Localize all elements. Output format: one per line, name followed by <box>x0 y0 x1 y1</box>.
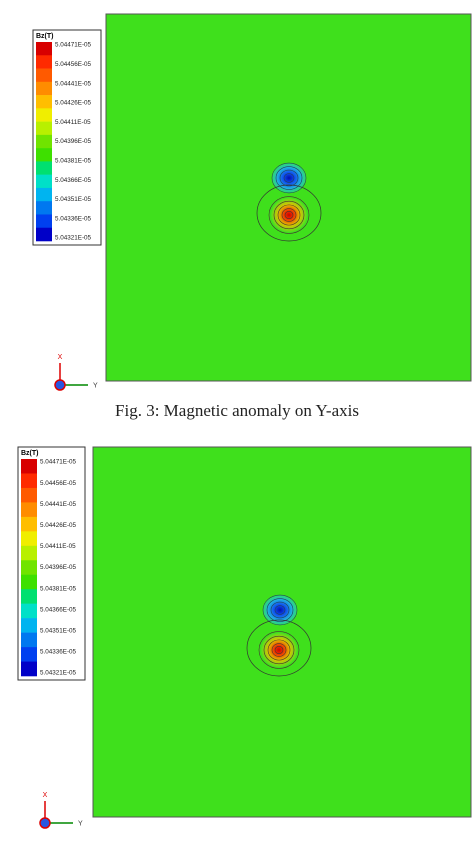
legend-label: 5.04381E-05 <box>40 585 77 592</box>
legend-label: 5.04336E-05 <box>55 215 92 222</box>
color-band <box>36 55 52 69</box>
color-band <box>36 214 52 229</box>
legend-label: 5.04456E-05 <box>40 480 77 487</box>
legend-label: 5.04336E-05 <box>40 649 77 656</box>
contour <box>263 635 295 665</box>
legend-label: 5.04381E-05 <box>55 157 92 164</box>
color-band <box>21 603 37 619</box>
legend-label: 5.04396E-05 <box>40 564 77 571</box>
caption: Fig. 3: Magnetic anomaly on Y-axis <box>115 401 359 420</box>
contour <box>246 619 312 677</box>
color-band <box>21 487 37 503</box>
legend-label: 5.04456E-05 <box>55 61 92 68</box>
contour <box>256 184 322 242</box>
field-plot <box>105 13 472 382</box>
contour <box>268 196 310 234</box>
legend-label: 5.04351E-05 <box>40 627 77 634</box>
legend-label: 5.04471E-05 <box>55 42 92 49</box>
color-band <box>36 68 52 83</box>
negative-anomaly <box>263 595 297 625</box>
positive-anomaly <box>271 198 307 232</box>
legend-title: Bz(T) <box>21 450 39 457</box>
contour <box>270 601 290 619</box>
color-band <box>21 574 37 590</box>
contour <box>281 208 297 222</box>
color-band <box>21 560 37 576</box>
color-band <box>36 174 52 189</box>
color-band <box>21 531 37 547</box>
figure: Bz(T)5.04471E-05 5.04456E-05 5.04441E-05 5.… <box>17 446 472 829</box>
color-band <box>36 227 52 242</box>
color-band <box>21 589 37 604</box>
contour <box>274 605 286 615</box>
legend-label: 5.04426E-05 <box>55 100 92 107</box>
figure: Bz(T)5.04471E-05 5.04456E-05 5.04441E-05 5.… <box>32 13 472 420</box>
color-band <box>21 661 37 677</box>
negative-anomaly <box>272 163 306 193</box>
color-band <box>21 647 37 662</box>
legend-label: 5.04426E-05 <box>40 522 77 529</box>
contour <box>284 211 294 219</box>
legend-title: Bz(T) <box>36 33 54 40</box>
contour <box>279 169 299 187</box>
legend-label: 5.04411E-05 <box>40 543 76 550</box>
legend-label: 5.04471E-05 <box>40 459 77 466</box>
contour <box>277 204 301 226</box>
color-band <box>21 618 37 633</box>
positive-anomaly <box>261 633 297 667</box>
contour <box>273 200 305 230</box>
legend-label: 5.04351E-05 <box>55 196 92 203</box>
legend-label: 5.04396E-05 <box>55 138 92 145</box>
axis-origin <box>39 817 51 829</box>
contour <box>283 173 295 183</box>
legend-label: 5.04366E-05 <box>55 177 92 184</box>
color-band <box>21 473 37 489</box>
legend-label: 5.04321E-05 <box>55 235 92 242</box>
color-band <box>21 545 37 561</box>
legend-label: 5.04441E-05 <box>40 501 77 508</box>
contour <box>262 594 298 626</box>
color-band <box>36 95 52 109</box>
color-band <box>21 502 37 518</box>
contour <box>258 631 300 669</box>
color-band <box>36 201 52 215</box>
contour <box>271 162 307 194</box>
legend-label: 5.04366E-05 <box>40 606 77 613</box>
color-band <box>36 187 52 202</box>
color-band <box>21 632 37 648</box>
contour <box>267 639 291 661</box>
contour <box>274 646 284 654</box>
legend-label: 5.04441E-05 <box>55 80 92 87</box>
contour <box>275 166 303 190</box>
color-band <box>21 459 37 474</box>
axis-x-label: X <box>43 792 48 799</box>
color-band <box>36 81 52 96</box>
color-band <box>36 121 52 136</box>
color-band <box>36 148 52 162</box>
legend-label: 5.04321E-05 <box>40 670 77 677</box>
color-band <box>36 161 52 175</box>
color-band <box>36 108 52 122</box>
color-band <box>36 134 52 149</box>
axis-origin <box>54 379 66 391</box>
axis-y-label: Y <box>78 821 83 828</box>
contour <box>271 643 287 657</box>
legend-label: 5.04411E-05 <box>55 119 91 126</box>
color-band <box>21 516 37 532</box>
contour <box>266 598 294 622</box>
axis-x-label: X <box>58 354 63 361</box>
color-band <box>36 42 52 56</box>
axis-y-label: Y <box>93 383 98 390</box>
